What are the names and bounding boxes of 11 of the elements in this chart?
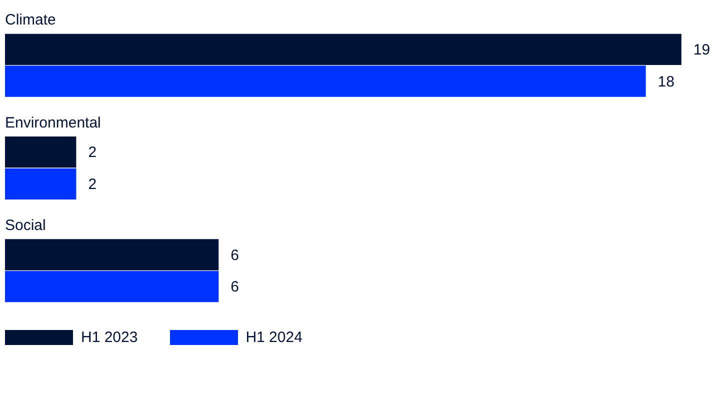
y-tick-label: Climate (5, 12, 56, 29)
legend-label: H1 2024 (246, 329, 302, 346)
y-tick-label: Social (5, 216, 46, 234)
legend-label: H1 2023 (81, 329, 138, 346)
data-label: 19 (693, 42, 710, 59)
data-label: 18 (658, 73, 674, 90)
data-label: 2 (88, 176, 97, 194)
data-label: 2 (88, 144, 97, 162)
data-label: 6 (230, 246, 239, 264)
data-label: 6 (230, 278, 239, 296)
y-tick-label: Environmental (5, 114, 101, 132)
